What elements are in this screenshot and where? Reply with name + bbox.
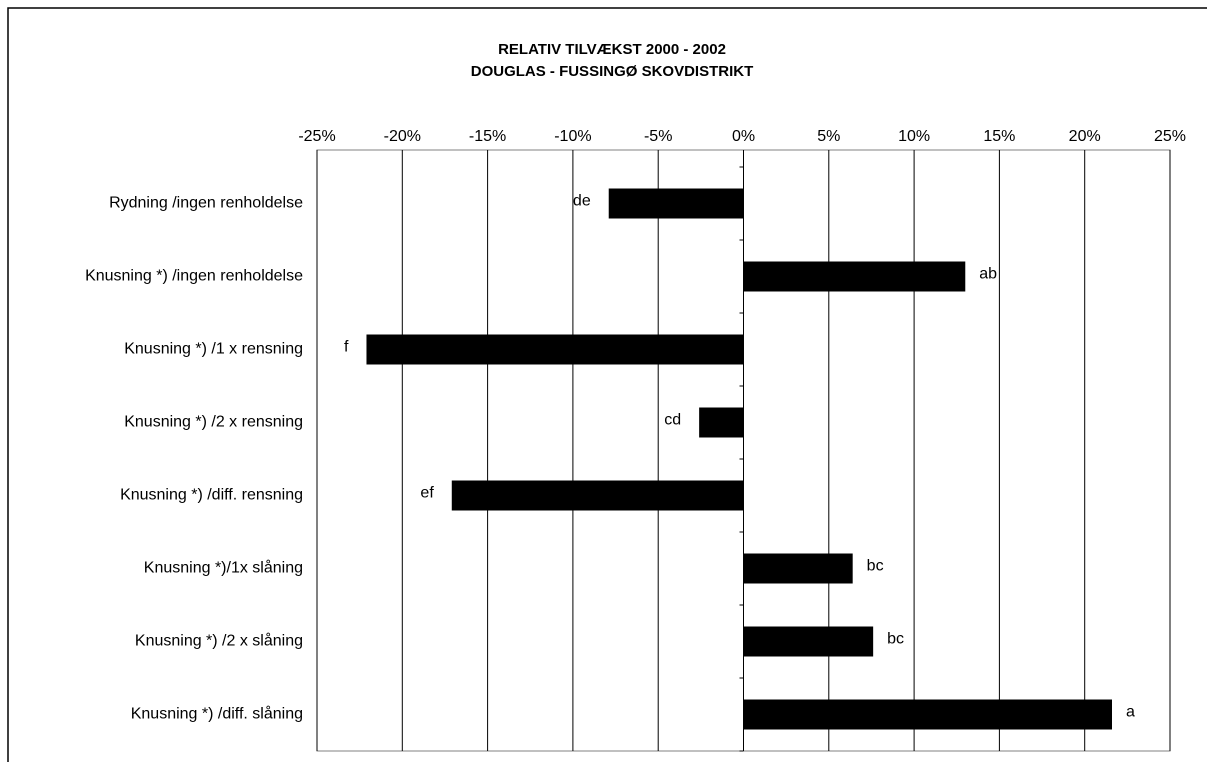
bar	[699, 407, 744, 438]
bar	[451, 480, 744, 511]
y-tick-label: Knusning *) /2 x rensning	[124, 414, 303, 431]
y-tick-label: Knusning *) /ingen renholdelse	[85, 268, 303, 285]
bar-annotation: f	[344, 339, 349, 356]
x-tick-label: -15%	[469, 128, 506, 145]
frame	[7, 7, 1207, 762]
y-tick-label: Knusning *) /1 x rensning	[124, 341, 303, 358]
x-tick-label: 20%	[1069, 128, 1101, 145]
bar	[366, 334, 744, 365]
x-tick-label: -25%	[298, 128, 335, 145]
x-tick-label: -20%	[384, 128, 421, 145]
bar-annotation: ab	[979, 266, 997, 283]
bar-annotation: bc	[867, 558, 884, 575]
bar	[743, 699, 1112, 730]
x-tick-label: -10%	[554, 128, 591, 145]
bar-annotation: ef	[420, 485, 434, 502]
x-tick-label: 15%	[983, 128, 1015, 145]
x-tick-label: 0%	[732, 128, 755, 145]
bar-annotation: bc	[887, 631, 904, 648]
y-tick-label: Rydning /ingen renholdelse	[109, 195, 303, 212]
chart-subtitle: DOUGLAS - FUSSINGØ SKOVDISTRIKT	[471, 63, 754, 80]
y-tick-label: Knusning *)/1x slåning	[144, 559, 303, 577]
bar-annotation: cd	[664, 412, 681, 429]
bar	[608, 188, 744, 219]
bar	[743, 626, 874, 657]
bar-annotation: de	[573, 193, 591, 210]
x-tick-label: 5%	[817, 128, 840, 145]
chart-title: RELATIV TILVÆKST 2000 - 2002	[498, 41, 726, 58]
y-tick-label: Knusning *) /diff. rensning	[120, 487, 303, 504]
x-tick-label: 10%	[898, 128, 930, 145]
x-tick-label: -5%	[644, 128, 672, 145]
bar	[743, 553, 853, 584]
y-tick-label: Knusning *) /2 x slåning	[135, 632, 303, 650]
bar-annotation: a	[1126, 704, 1135, 721]
x-tick-label: 25%	[1154, 128, 1186, 145]
y-tick-label: Knusning *) /diff. slåning	[131, 705, 303, 723]
bar	[743, 261, 966, 292]
